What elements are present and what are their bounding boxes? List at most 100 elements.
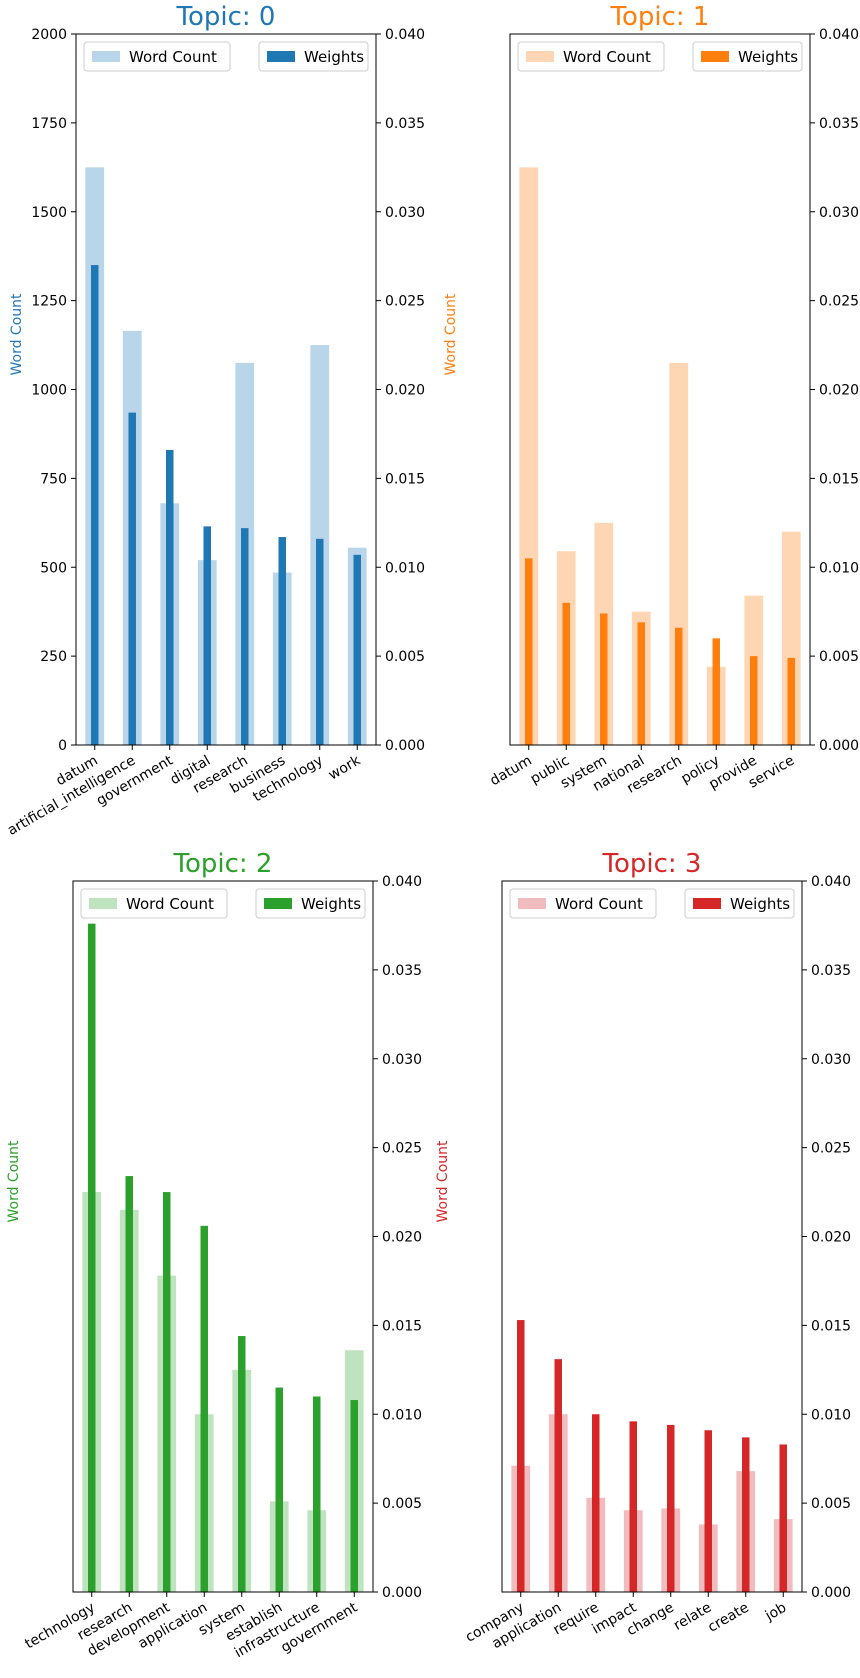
right-tick-label: 0.015 [819, 471, 859, 487]
chart-title: Topic: 1 [610, 2, 710, 32]
right-tick-label: 0.030 [811, 1052, 851, 1068]
right-tick-label: 0.010 [382, 1407, 422, 1423]
left-tick-label: 2000 [31, 27, 67, 43]
left-tick-label: 0 [58, 738, 67, 754]
weight-bar-artificial-intelligence [128, 412, 136, 745]
right-tick-label: 0.015 [382, 1318, 422, 1334]
weight-bar-digital [203, 526, 211, 745]
weight-bar-impact [629, 1421, 637, 1592]
right-tick-label: 0.020 [385, 383, 425, 399]
y-axis-label: Word Count [435, 1140, 451, 1223]
legend-weights [692, 41, 803, 72]
right-tick-label: 0.005 [811, 1496, 851, 1512]
weight-bar-job [779, 1444, 787, 1592]
weight-bar-relate [704, 1430, 712, 1592]
weight-bar-create [742, 1437, 750, 1592]
right-tick-label: 0.040 [385, 27, 425, 43]
legend-swatch-weights [264, 898, 292, 909]
weight-bar-service [787, 657, 795, 745]
x-tick-label-relate: relate [671, 1600, 714, 1634]
plot-frame [501, 880, 803, 1593]
weight-bar-change [667, 1424, 675, 1592]
chart-title: Topic: 0 [176, 2, 276, 32]
left-tick-label: 500 [40, 560, 67, 576]
left-tick-label: 1250 [31, 294, 67, 310]
weight-bar-datum [91, 265, 99, 745]
legend-label-word-count: Word Count [126, 895, 214, 913]
left-tick-label: 1000 [31, 383, 67, 399]
weight-bar-public [562, 602, 570, 745]
right-tick-label: 0.035 [385, 116, 425, 132]
weight-bar-technology [316, 538, 324, 745]
chart-title: Topic: 2 [173, 849, 273, 879]
right-tick-label: 0.015 [385, 471, 425, 487]
right-tick-label: 0.000 [385, 738, 425, 754]
weight-bar-provide [750, 656, 758, 745]
x-tick-label-job: job [762, 1600, 789, 1625]
word-count-bar-datum [519, 167, 539, 745]
right-tick-label: 0.035 [811, 963, 851, 979]
legend-swatch-weights [267, 51, 295, 62]
legend-swatch-word-count [89, 898, 117, 909]
weight-bar-infrastructure [313, 1396, 321, 1592]
right-tick-label: 0.030 [385, 205, 425, 221]
right-tick-label: 0.005 [819, 649, 859, 665]
legend-weights [255, 888, 366, 919]
legend-word-count [517, 41, 665, 72]
weight-bar-national [637, 622, 645, 745]
right-tick-label: 0.005 [382, 1496, 422, 1512]
legend-weights [258, 41, 369, 72]
right-tick-label: 0.020 [811, 1230, 851, 1246]
weight-bar-research [675, 627, 683, 745]
topic-chart-1: 0.000 0.005 0.010 0.015 0.020 0.025 0.030 0.035… [443, 2, 859, 797]
chart-title: Topic: 3 [602, 849, 702, 879]
right-tick-label: 0.030 [819, 205, 859, 221]
plot-frame [509, 33, 811, 746]
left-tick-label: 250 [40, 649, 67, 665]
weight-bar-application [554, 1359, 562, 1592]
legend-swatch-weights [701, 51, 729, 62]
right-tick-label: 0.020 [382, 1230, 422, 1246]
legend-swatch-word-count [518, 898, 546, 909]
legend-label-weights: Weights [730, 895, 790, 913]
weight-bar-research [125, 1176, 133, 1592]
legend-label-weights: Weights [301, 895, 361, 913]
weight-bar-datum [525, 558, 533, 745]
right-tick-label: 0.005 [385, 649, 425, 665]
legend-label-weights: Weights [738, 48, 798, 66]
right-tick-label: 0.040 [819, 27, 859, 43]
right-tick-label: 0.010 [819, 560, 859, 576]
weight-bar-application [200, 1225, 208, 1592]
left-tick-label: 750 [40, 471, 67, 487]
y-axis-label: Word Count [6, 1140, 22, 1223]
legend-swatch-weights [693, 898, 721, 909]
right-tick-label: 0.040 [811, 874, 851, 890]
right-tick-label: 0.015 [811, 1318, 851, 1334]
x-tick-label-datum: datum [487, 753, 534, 790]
weight-bar-system [238, 1336, 246, 1592]
y-axis-label: Word Count [443, 293, 459, 376]
left-tick-label: 1500 [31, 205, 67, 221]
legend-label-word-count: Word Count [563, 48, 651, 66]
topic-chart-2: 0.000 0.005 0.010 0.015 0.020 0.025 0.030 0.035… [6, 849, 422, 1661]
right-tick-label: 0.010 [385, 560, 425, 576]
right-tick-label: 0.035 [819, 116, 859, 132]
legend-weights [684, 888, 795, 919]
weight-bar-work [353, 554, 361, 745]
weight-bar-policy [712, 638, 720, 745]
legend-label-weights: Weights [304, 48, 364, 66]
topic-chart-3: 0.000 0.005 0.010 0.015 0.020 0.025 0.030 0.035… [435, 849, 851, 1652]
weight-bar-research [241, 528, 249, 745]
topic-chart-0: 0 250 500 750 1000 1250 1500 1750 2000 0.000 0.005… [5, 2, 425, 839]
right-tick-label: 0.010 [811, 1407, 851, 1423]
legend-word-count [80, 888, 228, 919]
x-tick-label-create: create [705, 1600, 751, 1636]
left-tick-label: 1750 [31, 116, 67, 132]
plot-frame [75, 33, 377, 746]
legend-label-word-count: Word Count [555, 895, 643, 913]
right-tick-label: 0.020 [819, 383, 859, 399]
right-tick-label: 0.025 [382, 1141, 422, 1157]
plot-frame [72, 880, 374, 1593]
weight-bar-business [278, 537, 286, 745]
